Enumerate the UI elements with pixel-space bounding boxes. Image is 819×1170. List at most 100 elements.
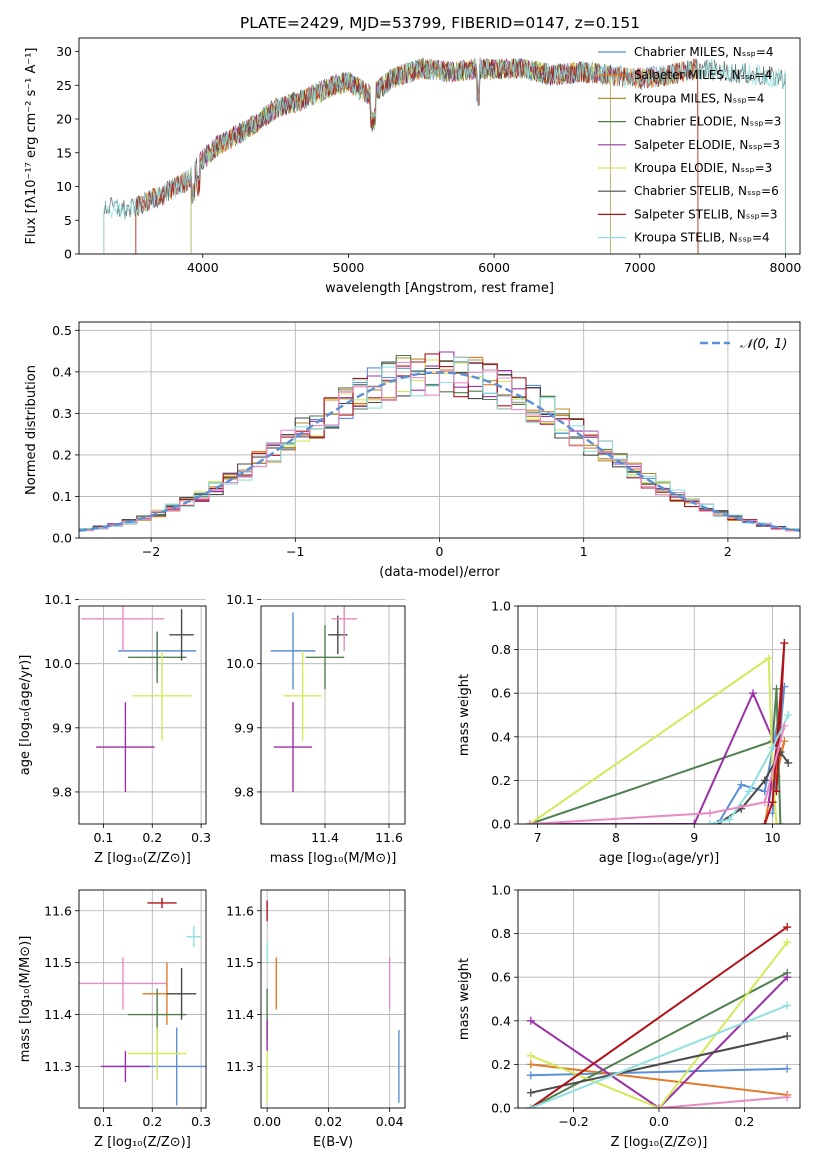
x-tick-label: 0.02 <box>314 1114 342 1129</box>
weight-marker <box>760 798 769 807</box>
plot-area <box>103 57 786 254</box>
weight-marker <box>526 1060 535 1069</box>
y-tick-label: 0.0 <box>491 1101 511 1116</box>
y-axis-label: age [log₁₀(age/yr)] <box>18 655 33 776</box>
y-tick-label: 11.3 <box>226 1059 254 1074</box>
y-axis-label: mass [log₁₀(M/M⊙)] <box>18 936 33 1063</box>
y-tick-label: 0.0 <box>491 817 511 832</box>
weight-marker <box>526 1088 535 1097</box>
y-tick-label: 11.3 <box>44 1059 72 1074</box>
x-tick-label: 0.1 <box>93 830 113 845</box>
y-tick-label: 0.6 <box>491 970 511 985</box>
y-tick-label: 10.0 <box>44 656 72 671</box>
x-tick-label: 0.3 <box>191 1114 211 1129</box>
spectrum-line <box>135 58 699 254</box>
y-tick-label: 9.8 <box>52 784 72 799</box>
y-tick-label: 15 <box>56 145 72 160</box>
x-tick-label: 9 <box>690 830 698 845</box>
x-axis-label: Z [log₁₀(Z/Z⊙)] <box>94 851 191 866</box>
histogram-step <box>79 361 800 532</box>
plot-area <box>79 351 800 532</box>
y-tick-label: 0.8 <box>491 642 511 657</box>
spectrum-line <box>135 58 699 254</box>
y-tick-label: 0.6 <box>491 686 511 701</box>
spectrum-line <box>103 58 786 254</box>
weight-line <box>530 976 788 1108</box>
weight-line <box>529 725 786 824</box>
weight-marker <box>772 820 781 824</box>
legend-label: Salpeter ELODIE, Nₛₛₚ=3 <box>634 138 780 152</box>
x-tick-label: 0.2 <box>735 1114 755 1129</box>
x-axis-label: Z [log₁₀(Z/Z⊙)] <box>94 1135 191 1150</box>
spectrum-line <box>103 57 786 254</box>
y-tick-label: 10.1 <box>44 592 72 607</box>
x-tick-label: 11.4 <box>311 830 339 845</box>
weight-line <box>530 1067 788 1077</box>
legend-label: Chabrier MILES, Nₛₛₚ=4 <box>634 45 774 59</box>
panel-weight_vs_age: 7 8 9 10 0.0 0.2 0.4 0.6 0.8 1.0 age [log₁₀(age/yr… <box>457 599 801 866</box>
weight-marker <box>749 689 757 698</box>
y-tick-label: 0 <box>64 247 72 262</box>
axes-frame <box>78 321 801 539</box>
plot-area <box>526 923 792 1108</box>
y-tick-label: 10.0 <box>226 656 254 671</box>
panel-mass_vs_Z: 0.1 0.2 0.3 11.3 11.4 11.5 11.6 Z [log₁₀(Z/Z⊙)]… <box>18 889 211 1150</box>
y-tick-label: 0.5 <box>52 323 72 338</box>
x-tick-label: 4000 <box>187 260 219 275</box>
y-tick-label: 0.1 <box>52 489 72 504</box>
panel-age_vs_mass: 11.4 11.6 9.8 9.9 10.0 10.1 mass [log₁₀(M/M⊙)] <box>226 592 406 866</box>
x-axis-label: mass [log₁₀(M/M⊙)] <box>270 851 397 866</box>
y-tick-label: 11.4 <box>44 1007 72 1022</box>
weight-marker <box>784 711 793 719</box>
x-tick-label: 6000 <box>478 260 510 275</box>
x-tick-label: −2 <box>142 544 160 559</box>
y-tick-label: 1.0 <box>491 599 511 614</box>
x-axis-label: E(B-V) <box>313 1135 353 1150</box>
spectrum-line <box>190 58 611 254</box>
x-axis-label: age [log₁₀(age/yr)] <box>599 851 720 866</box>
weight-marker <box>783 973 792 982</box>
y-tick-label: 0.4 <box>491 1013 511 1028</box>
plot-area <box>81 606 197 792</box>
axes-frame <box>78 37 801 255</box>
y-tick-label: 11.6 <box>44 903 72 918</box>
x-tick-label: 0.2 <box>142 830 162 845</box>
plot-area <box>525 639 793 824</box>
weight-marker <box>783 1093 792 1102</box>
y-tick-label: 0.4 <box>491 729 511 744</box>
legend-label: Kroupa ELODIE, Nₛₛₚ=3 <box>634 161 772 175</box>
axes-frame <box>517 605 801 825</box>
x-tick-label: 10 <box>765 830 781 845</box>
panel-weight_vs_Z: −0.2 0.0 0.2 0.0 0.2 0.4 0.6 0.8 1.0 Z [log₁₀(Z/Z… <box>457 883 801 1150</box>
y-axis-label: mass weight <box>457 958 472 1040</box>
x-tick-label: 0.04 <box>376 1114 404 1129</box>
panel-residuals: −2 −1 0 1 2 0.0 0.1 0.2 0.3 0.4 0.5 (data-model)/er… <box>24 321 801 580</box>
y-tick-label: 9.9 <box>234 720 254 735</box>
y-axis-label: Flux [fλ10⁻¹⁷ erg cm⁻² s⁻¹ A⁻¹] <box>24 48 39 245</box>
x-axis-label: (data-model)/error <box>379 565 500 580</box>
spectrum-line <box>135 57 699 254</box>
y-tick-label: 0.2 <box>491 773 511 788</box>
spectrum-line <box>190 58 611 254</box>
weight-marker <box>784 758 793 767</box>
y-axis-label: Normed distribution <box>24 365 39 495</box>
y-tick-label: 10 <box>56 179 72 194</box>
axes-frame <box>260 889 406 1109</box>
y-tick-label: 25 <box>56 78 72 93</box>
y-tick-label: 0.0 <box>52 531 72 546</box>
x-tick-label: 8000 <box>770 260 802 275</box>
weight-line <box>529 656 778 824</box>
x-tick-label: 8 <box>612 830 620 845</box>
plot-area <box>266 900 400 1103</box>
weight-marker <box>690 820 699 824</box>
y-tick-label: 5 <box>64 213 72 228</box>
plot-area <box>79 897 206 1106</box>
weight-marker <box>525 820 534 824</box>
weight-marker <box>783 1032 792 1041</box>
x-axis-label: Z [log₁₀(Z/Z⊙)] <box>611 1135 708 1150</box>
weight-marker <box>783 1001 792 1010</box>
weight-line <box>530 926 788 1108</box>
x-tick-label: 5000 <box>333 260 365 275</box>
weight-line <box>530 941 788 1108</box>
weight-marker <box>760 776 769 785</box>
